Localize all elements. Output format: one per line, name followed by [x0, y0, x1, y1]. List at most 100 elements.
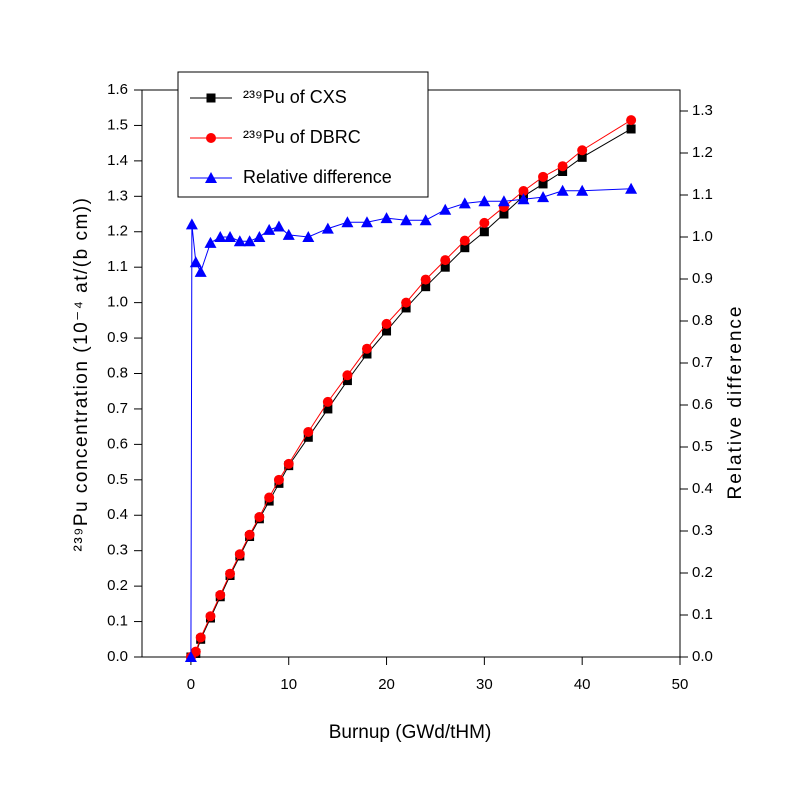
- marker: [538, 179, 548, 189]
- marker: [440, 262, 450, 272]
- y-tick-label: 0.7: [107, 400, 128, 417]
- marker: [382, 326, 392, 336]
- y2-tick-label: 0.5: [692, 438, 713, 455]
- marker: [254, 512, 265, 523]
- y2-tick-label: 0.2: [692, 564, 713, 581]
- marker: [626, 124, 636, 134]
- marker: [195, 632, 206, 643]
- marker: [341, 216, 354, 228]
- marker: [263, 223, 276, 235]
- legend-label: Relative difference: [243, 167, 392, 187]
- y2-tick-label: 0.3: [692, 522, 713, 539]
- marker: [576, 184, 589, 196]
- marker: [264, 492, 275, 503]
- y2-tick-label: 1.2: [692, 144, 713, 161]
- marker: [439, 203, 452, 215]
- marker: [626, 115, 637, 126]
- y-tick-label: 0.4: [107, 506, 128, 523]
- marker: [184, 651, 197, 662]
- marker: [360, 216, 373, 228]
- legend-label: ²³⁹Pu of DBRC: [243, 127, 361, 147]
- marker: [362, 349, 372, 359]
- marker: [215, 589, 226, 600]
- marker: [189, 256, 202, 268]
- y-tick-label: 1.6: [107, 81, 128, 98]
- marker: [557, 161, 568, 172]
- y2-tick-label: 0.7: [692, 354, 713, 371]
- x-tick-label: 10: [280, 676, 297, 693]
- marker: [420, 274, 431, 285]
- legend-label: ²³⁹Pu of CXS: [243, 87, 347, 107]
- marker: [244, 529, 255, 540]
- y-tick-label: 1.3: [107, 187, 128, 204]
- y2-axis-label: Relative difference: [725, 304, 746, 499]
- y-tick-label: 0.2: [107, 577, 128, 594]
- series-line: [190, 119, 632, 658]
- marker: [401, 297, 412, 308]
- marker: [214, 231, 227, 242]
- y-tick-label: 1.4: [107, 152, 128, 169]
- marker: [517, 193, 530, 205]
- marker: [283, 458, 294, 469]
- marker: [194, 265, 207, 277]
- marker: [322, 396, 333, 407]
- marker: [323, 404, 333, 414]
- marker: [243, 235, 256, 247]
- y2-tick-label: 1.1: [692, 186, 713, 203]
- marker: [538, 171, 549, 182]
- legend-box: [177, 71, 429, 198]
- marker: [303, 432, 313, 442]
- marker: [282, 228, 295, 240]
- marker: [440, 255, 451, 266]
- marker: [381, 318, 392, 329]
- marker: [421, 282, 431, 292]
- x-tick-label: 40: [574, 676, 591, 693]
- marker: [380, 212, 393, 224]
- y-axis-label: ²³⁹Pu concentration (10⁻⁴ at/(b cm)): [71, 197, 92, 552]
- marker: [459, 235, 470, 246]
- x-tick-label: 50: [672, 676, 689, 693]
- y-tick-label: 0.5: [107, 471, 128, 488]
- legend-marker: [206, 133, 216, 143]
- series-line: [190, 128, 632, 658]
- y-tick-label: 1.1: [107, 258, 128, 275]
- marker: [497, 195, 510, 207]
- y-tick-label: 0.9: [107, 329, 128, 346]
- marker: [419, 214, 432, 226]
- marker: [460, 243, 470, 253]
- marker: [342, 370, 353, 381]
- y-tick-label: 1.0: [107, 294, 128, 311]
- marker: [205, 611, 216, 622]
- marker: [458, 197, 471, 209]
- y2-tick-label: 0.8: [692, 312, 713, 329]
- marker: [302, 231, 315, 242]
- marker: [625, 182, 638, 194]
- marker: [321, 222, 334, 234]
- marker: [478, 195, 491, 207]
- y2-tick-label: 0.6: [692, 396, 713, 413]
- marker: [401, 303, 411, 313]
- marker: [342, 376, 352, 386]
- marker: [204, 236, 217, 248]
- marker: [190, 646, 201, 657]
- marker: [303, 426, 314, 437]
- y2-tick-label: 0.4: [692, 480, 713, 497]
- legend-marker: [206, 93, 216, 103]
- marker: [253, 231, 266, 242]
- marker: [558, 167, 568, 177]
- marker: [225, 568, 236, 579]
- marker: [479, 227, 489, 237]
- marker: [233, 235, 246, 247]
- marker: [273, 474, 284, 485]
- marker: [537, 191, 550, 203]
- marker: [577, 152, 587, 162]
- y-tick-label: 0.1: [107, 613, 128, 630]
- marker: [185, 218, 198, 230]
- x-tick-label: 0: [187, 676, 195, 693]
- x-tick-label: 30: [476, 676, 493, 693]
- marker: [361, 343, 372, 354]
- x-tick-label: 20: [378, 676, 395, 693]
- y-tick-label: 1.2: [107, 223, 128, 240]
- marker: [234, 549, 245, 560]
